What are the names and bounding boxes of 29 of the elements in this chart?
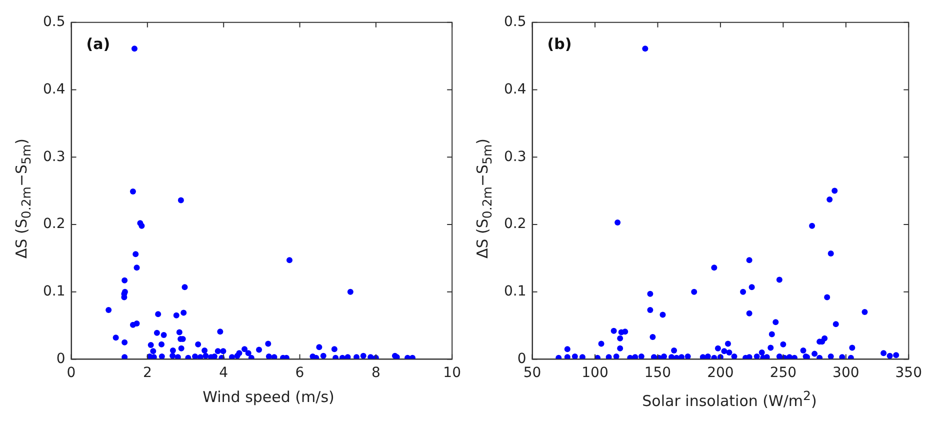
y-tick-label: 0.2 (504, 216, 526, 232)
y-tick-label: 0.4 (504, 81, 526, 98)
y-tick-label: 0.1 (504, 283, 526, 300)
x-axis-title: Wind speed (m/s) (202, 388, 334, 406)
x-tick-label: 0 (66, 365, 76, 382)
y-tick-label: 0.3 (504, 148, 526, 165)
x-tick-label: 350 (894, 365, 922, 382)
annotation: (b) (546, 34, 572, 53)
x-tick-label: 10 (442, 365, 461, 382)
y-tick-label: 0.1 (42, 283, 65, 300)
y-tick-label: 0.2 (42, 216, 65, 232)
x-tick-label: 6 (294, 365, 304, 382)
x-tick-label: 8 (370, 365, 380, 382)
x-tick-label: 2 (142, 365, 152, 382)
x-axis-title: Solar insolation (W/m$^{2}$) (641, 388, 817, 410)
x-tick-label: 100 (581, 365, 608, 382)
x-tick-label: 300 (832, 365, 859, 382)
y-tick-label: 0 (56, 350, 65, 367)
y-tick-label: 0.3 (42, 148, 65, 165)
x-tick-label: 150 (644, 365, 671, 382)
annotation: (a) (86, 34, 110, 53)
y-tick-label: 0 (516, 350, 526, 367)
y-tick-label: 0.5 (42, 14, 65, 30)
x-tick-label: 200 (706, 365, 734, 382)
y-tick-label: 0.4 (42, 81, 65, 98)
x-tick-label: 250 (769, 365, 796, 382)
x-tick-label: 50 (522, 365, 541, 382)
x-tick-label: 4 (218, 365, 228, 382)
y-tick-label: 0.5 (504, 14, 526, 30)
